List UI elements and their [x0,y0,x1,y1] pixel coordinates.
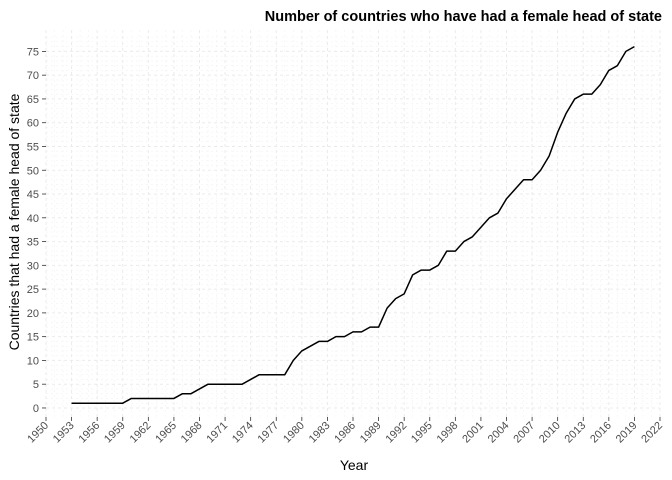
x-tick-label: 1986 [332,420,358,446]
y-axis-title: Countries that had a female head of stat… [6,93,22,350]
axis-ticks [42,50,661,421]
x-tick-label: 2001 [460,420,486,446]
x-tick-label: 1965 [153,420,179,446]
x-tick-label: 1980 [281,420,307,446]
x-tick-label: 1953 [51,420,77,446]
chart-title: Number of countries who have had a femal… [265,9,662,25]
x-tick-label: 1971 [204,420,230,446]
x-axis: 1950 1953 1956 1959 1962 1965 1968 1971 1974 1977… [25,420,665,446]
x-tick-label: 1968 [179,420,205,446]
x-tick-label: 2022 [639,420,665,446]
y-tick-label: 20 [27,308,39,320]
y-tick-label: 40 [27,213,39,225]
y-tick-label: 60 [27,118,39,130]
y-tick-label: 30 [27,260,39,272]
x-tick-label: 2013 [563,420,589,446]
x-tick-label: 1956 [76,420,102,446]
x-tick-label: 1974 [230,420,256,446]
x-tick-label: 1977 [256,420,282,446]
x-tick-label: 1983 [307,420,333,446]
series-line [71,45,635,404]
x-tick-label: 1962 [128,420,154,446]
x-tick-label: 2019 [614,420,640,446]
x-tick-label: 1992 [383,420,409,446]
x-tick-label: 1998 [435,420,461,446]
y-tick-label: 50 [27,165,39,177]
y-tick-label: 15 [27,332,39,344]
y-tick-label: 25 [27,284,39,296]
y-tick-label: 45 [27,189,39,201]
y-tick-label: 0 [33,403,39,415]
x-tick-label: 1950 [25,420,51,446]
y-tick-label: 55 [27,141,39,153]
x-axis-title: Year [340,457,369,473]
y-tick-label: 70 [27,70,39,82]
x-tick-label: 2007 [511,420,537,446]
grid [45,30,661,417]
x-tick-label: 1959 [102,420,128,446]
y-tick-label: 75 [27,46,39,58]
y-tick-label: 5 [33,379,39,391]
y-axis: 0 5 10 15 20 25 30 35 40 45 50 55 60 65 70 75 [27,46,39,415]
x-tick-label: 2016 [588,420,614,446]
y-tick-label: 65 [27,94,39,106]
x-tick-label: 1989 [358,420,384,446]
x-tick-label: 1995 [409,420,435,446]
y-tick-label: 10 [27,355,39,367]
x-tick-label: 2010 [537,420,563,446]
x-tick-label: 2004 [486,420,512,446]
plot-area [71,45,635,404]
y-tick-label: 35 [27,237,39,249]
